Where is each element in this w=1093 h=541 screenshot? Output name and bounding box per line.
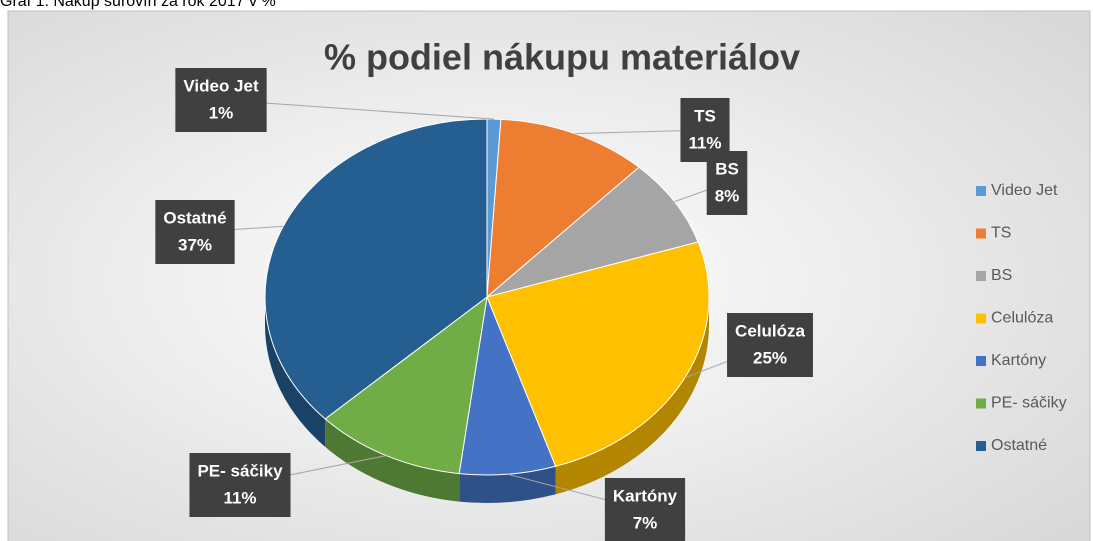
label-box <box>155 200 235 264</box>
slice <box>486 166 699 298</box>
slice <box>324 295 488 475</box>
label-value: 8% <box>715 186 740 205</box>
label-box <box>175 68 267 132</box>
data-label: Video Jet 1% <box>175 68 267 132</box>
label-name: Kartóny <box>613 486 678 505</box>
legend-label: Celulóza <box>991 310 1053 327</box>
label-name: Celulóza <box>735 321 805 340</box>
label-value: 25% <box>753 348 787 367</box>
label-box <box>189 453 291 517</box>
data-label: BS 8% <box>706 151 748 215</box>
legend-label: Kartóny <box>991 352 1046 369</box>
label-value: 11% <box>688 133 721 152</box>
legend-swatch <box>976 186 986 196</box>
label-name: Video Jet <box>183 76 259 95</box>
slice <box>486 241 710 467</box>
legend-label: Video Jet <box>991 182 1058 199</box>
legend-label: Ostatné <box>991 437 1047 454</box>
slice-side <box>555 297 709 495</box>
legend-swatch <box>976 356 986 366</box>
legend-swatch <box>976 313 986 324</box>
legend-label: BS <box>991 267 1012 284</box>
label-box <box>706 151 748 215</box>
data-label: Celulóza 25% <box>727 313 813 377</box>
data-label: Kartóny 7% <box>604 478 686 541</box>
legend-swatch <box>976 228 986 239</box>
chart-title: % podiel nákupu materiálov <box>324 37 800 78</box>
slice <box>486 118 640 299</box>
slice-side <box>265 297 326 447</box>
legend-label: PE- sáčiky <box>991 395 1067 412</box>
label-name: Ostatné <box>163 208 226 227</box>
slice <box>264 118 488 420</box>
data-label: PE- sáčiky 11% <box>189 453 291 517</box>
label-box <box>727 313 813 377</box>
caption: Graf 1: Nákup surovín za rok 2017 v % <box>0 0 276 10</box>
label-value: 7% <box>633 513 658 532</box>
label-name: BS <box>715 159 739 178</box>
label-value: 11% <box>223 488 256 507</box>
legend-swatch <box>976 441 986 451</box>
label-box <box>604 478 686 541</box>
slice-side <box>325 418 460 502</box>
legend-swatch <box>976 271 986 281</box>
legend-label: TS <box>991 225 1011 242</box>
data-label: Ostatné 37% <box>155 200 235 264</box>
label-value: 1% <box>209 103 234 122</box>
legend-swatch <box>976 398 986 409</box>
label-name: TS <box>694 106 716 125</box>
label-name: PE- sáčiky <box>197 461 283 480</box>
label-value: 37% <box>178 235 212 254</box>
